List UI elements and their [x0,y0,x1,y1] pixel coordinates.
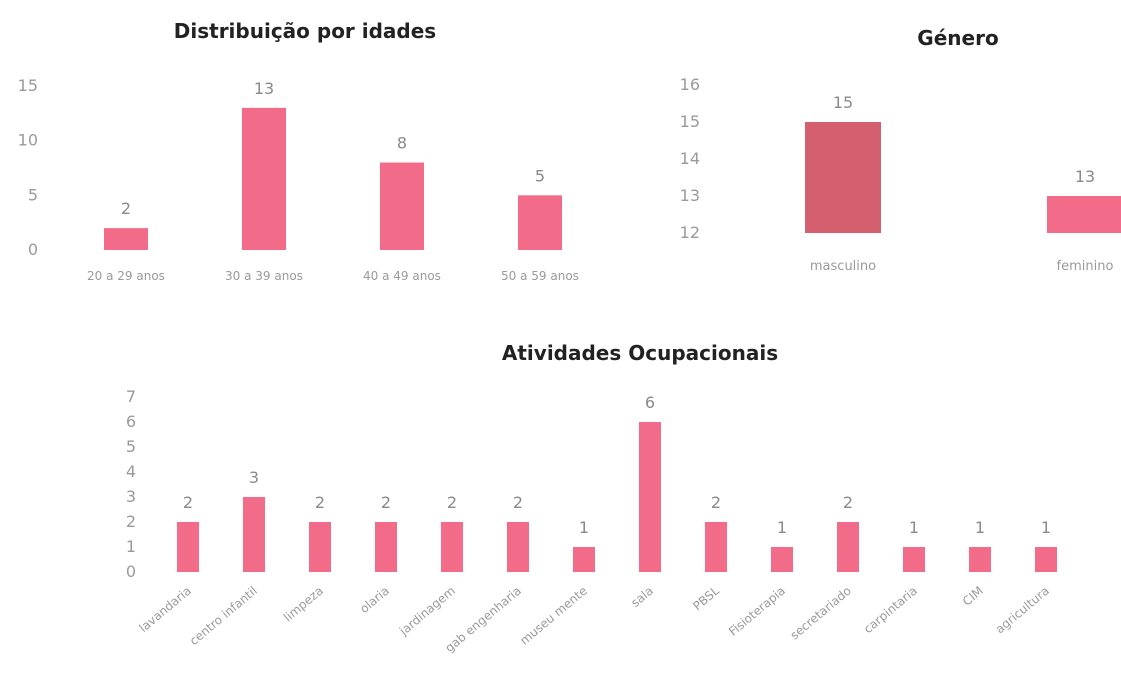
category-label: carpintaria [861,584,920,637]
data-label: 2 [121,199,131,218]
data-label: 1 [909,518,919,537]
data-label: 13 [254,79,274,98]
data-label: 2 [513,493,523,512]
bar [309,522,331,572]
bar [771,547,793,572]
data-label: 2 [381,493,391,512]
y-tick-label: 4 [126,462,136,481]
category-label: 30 a 39 anos [225,269,303,283]
gender-chart-title: Género [917,26,998,50]
y-tick-label: 15 [18,76,38,95]
y-tick-label: 12 [680,223,700,242]
occupation-chart-title: Atividades Ocupacionais [502,341,778,365]
y-tick-label: 0 [126,562,136,581]
y-tick-label: 10 [18,131,38,150]
data-label: 1 [777,518,787,537]
category-label: sala [628,584,656,610]
category-label: jardinagem [396,584,458,639]
data-label: 1 [579,518,589,537]
data-label: 2 [183,493,193,512]
y-tick-label: 7 [126,387,136,406]
y-tick-label: 5 [28,185,38,204]
bar [104,228,148,250]
age-distribution-chart: 0 5 10 15 2 20 a 29 anos 13 30 a 39 anos 8 40 a 4… [18,76,579,283]
data-label: 6 [645,393,655,412]
category-label: agricultura [993,584,1052,637]
bar [375,522,397,572]
data-label: 2 [447,493,457,512]
y-tick-label: 14 [680,149,700,168]
bar [573,547,595,572]
data-label: 1 [975,518,985,537]
age-chart-title: Distribuição por idades [174,19,436,43]
bar [837,522,859,572]
category-label: 50 a 59 anos [501,269,579,283]
bar [1035,547,1057,572]
gender-chart: 12 13 14 15 16 15 masculino 13 feminino [680,75,1121,274]
bar [1047,196,1121,233]
category-label: lavandaria [136,584,194,635]
y-tick-label: 0 [28,240,38,259]
data-label: 3 [249,468,259,487]
data-label: 5 [535,166,545,185]
category-label: 40 a 49 anos [363,269,441,283]
y-tick-label: 6 [126,412,136,431]
category-label: olaria [357,584,392,616]
y-tick-label: 2 [126,512,136,531]
occupational-activities-chart: 0 1 2 3 4 5 6 7 2 lavandaria 3 centro infantil 2 limp… [126,387,1057,655]
data-label: 2 [843,493,853,512]
y-tick-label: 13 [680,186,700,205]
category-label: masculino [810,259,876,274]
y-tick-label: 1 [126,537,136,556]
data-label: 2 [315,493,325,512]
category-label: CIM [960,584,986,609]
y-tick-label: 16 [680,75,700,94]
bar [380,162,424,250]
data-label: 1 [1041,518,1051,537]
bar [903,547,925,572]
bar [177,522,199,572]
data-label: 15 [833,93,853,112]
category-label: Fisioterapia [726,584,788,639]
category-label: limpeza [281,584,326,625]
data-label: 8 [397,134,407,153]
bar [639,422,661,572]
data-label: 13 [1075,167,1095,186]
bar [518,195,562,250]
bar [705,522,727,572]
category-label: PBSL [690,583,722,613]
y-tick-label: 5 [126,437,136,456]
y-tick-label: 15 [680,112,700,131]
bar [242,107,286,250]
bar [243,497,265,572]
y-tick-label: 3 [126,487,136,506]
bar [507,522,529,572]
category-label: museu mente [517,584,590,648]
bar [441,522,463,572]
category-label: centro infantil [187,584,260,648]
data-label: 2 [711,493,721,512]
category-label: feminino [1057,259,1114,274]
category-label: 20 a 29 anos [87,269,165,283]
bar [805,122,881,233]
bar [969,547,991,572]
category-label: secretariado [788,584,854,643]
